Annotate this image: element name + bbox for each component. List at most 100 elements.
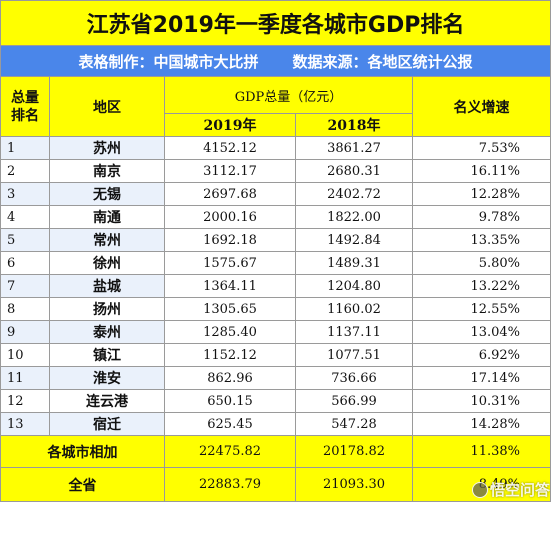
gdp-2019-cell: 3112.17 [164,159,296,183]
gdp-2018-cell: 1822.00 [295,205,413,229]
total-growth-cell: 8.49% 悟空问答 [411,467,552,502]
gdp-2018-cell: 547.28 [295,412,413,436]
sum-growth: 11.38% [411,435,552,468]
gdp-2018-cell: 2680.31 [295,159,413,183]
table-body: 1 苏州 4152.12 3861.27 7.53% 2 南京 3112.17 2680.31 1… [0,136,552,436]
total-label: 全省 [0,467,165,502]
header-rank-label: 总量排名 [10,89,39,124]
table-row: 12 连云港 650.15 566.99 10.31% [0,389,552,413]
gdp-2018-cell: 1137.11 [295,320,413,344]
gdp-2018-cell: 1204.80 [295,274,413,298]
region-cell: 宿迁 [49,412,165,436]
table-row: 4 南通 2000.16 1822.00 9.78% [0,205,552,229]
table-row: 1 苏州 4152.12 3861.27 7.53% [0,136,552,160]
total-2019: 22883.79 [164,467,296,502]
growth-cell: 13.22% [411,274,552,298]
sum-2018: 20178.82 [295,435,413,468]
region-cell: 南京 [49,159,165,183]
gdp-2018-cell: 566.99 [295,389,413,413]
rank-cell: 6 [0,251,50,275]
region-cell: 常州 [49,228,165,252]
rank-cell: 10 [0,343,50,367]
growth-cell: 12.28% [411,182,552,206]
rank-cell: 8 [0,297,50,321]
table-row: 5 常州 1692.18 1492.84 13.35% [0,228,552,252]
gdp-2019-cell: 1364.11 [164,274,296,298]
watermark: 悟空问答 [472,479,550,500]
growth-cell: 6.92% [411,343,552,367]
gdp-2018-cell: 3861.27 [295,136,413,160]
rank-cell: 11 [0,366,50,390]
header-region: 地区 [49,76,165,137]
info-bar: 表格制作：中国城市大比拼 数据来源：各地区统计公报 [0,45,552,77]
header-row-2: 2019年 2018年 [1,113,551,137]
rank-cell: 4 [0,205,50,229]
table-row: 2 南京 3112.17 2680.31 16.11% [0,159,552,183]
sum-label: 各城市相加 [0,435,165,468]
data-source: 数据来源：各地区统计公报 [292,52,473,71]
sum-2019: 22475.82 [164,435,296,468]
sum-row: 各城市相加 22475.82 20178.82 11.38% [0,435,552,468]
rank-cell: 12 [0,389,50,413]
table-title: 江苏省2019年一季度各城市GDP排名 [0,0,552,46]
rank-cell: 9 [0,320,50,344]
growth-cell: 9.78% [411,205,552,229]
region-cell: 泰州 [49,320,165,344]
gdp-2018-cell: 1160.02 [295,297,413,321]
gdp-2019-cell: 4152.12 [164,136,296,160]
header-2018: 2018年 [295,113,413,137]
region-cell: 徐州 [49,251,165,275]
growth-cell: 14.28% [411,412,552,436]
region-cell: 连云港 [49,389,165,413]
gdp-2019-cell: 650.15 [164,389,296,413]
growth-cell: 7.53% [411,136,552,160]
table-row: 8 扬州 1305.65 1160.02 12.55% [0,297,552,321]
gdp-2019-cell: 862.96 [164,366,296,390]
gdp-2019-cell: 1152.12 [164,343,296,367]
gdp-2019-cell: 1692.18 [164,228,296,252]
header-growth: 名义增速 [411,76,552,137]
region-cell: 南通 [49,205,165,229]
total-growth: 8.49% [478,477,521,492]
growth-cell: 13.04% [411,320,552,344]
growth-cell: 10.31% [411,389,552,413]
header-gdp: GDP总量（亿元） [164,76,413,114]
growth-cell: 16.11% [411,159,552,183]
region-cell: 扬州 [49,297,165,321]
rank-cell: 2 [0,159,50,183]
gdp-2019-cell: 625.45 [164,412,296,436]
table-row: 6 徐州 1575.67 1489.31 5.80% [0,251,552,275]
region-cell: 盐城 [49,274,165,298]
header-2019: 2019年 [164,113,296,137]
gdp-2019-cell: 2000.16 [164,205,296,229]
rank-cell: 5 [0,228,50,252]
gdp-2019-cell: 2697.68 [164,182,296,206]
table-maker: 表格制作：中国城市大比拼 [78,52,259,71]
rank-cell: 13 [0,412,50,436]
gdp-2019-cell: 1575.67 [164,251,296,275]
total-2018: 21093.30 [295,467,413,502]
total-row: 全省 22883.79 21093.30 8.49% 悟空问答 [0,467,552,502]
wukong-logo-icon [472,481,488,498]
gdp-2019-cell: 1285.40 [164,320,296,344]
gdp-2018-cell: 1077.51 [295,343,413,367]
header-row-1: 总量排名 地区 GDP总量（亿元） 名义增速 [0,76,552,137]
gdp-2018-cell: 2402.72 [295,182,413,206]
table-row: 7 盐城 1364.11 1204.80 13.22% [0,274,552,298]
title-row: 江苏省2019年一季度各城市GDP排名 [0,0,552,46]
region-cell: 苏州 [49,136,165,160]
gdp-2018-cell: 1492.84 [295,228,413,252]
growth-cell: 17.14% [411,366,552,390]
region-cell: 无锡 [49,182,165,206]
gdp-2019-cell: 1305.65 [164,297,296,321]
info-row: 表格制作：中国城市大比拼 数据来源：各地区统计公报 [0,45,552,77]
gdp-2018-cell: 1489.31 [295,251,413,275]
rank-cell: 7 [0,274,50,298]
table-row: 3 无锡 2697.68 2402.72 12.28% [0,182,552,206]
table-row: 10 镇江 1152.12 1077.51 6.92% [0,343,552,367]
watermark-text: 悟空问答 [490,481,551,499]
rank-cell: 1 [0,136,50,160]
growth-cell: 13.35% [411,228,552,252]
growth-cell: 5.80% [411,251,552,275]
region-cell: 淮安 [49,366,165,390]
